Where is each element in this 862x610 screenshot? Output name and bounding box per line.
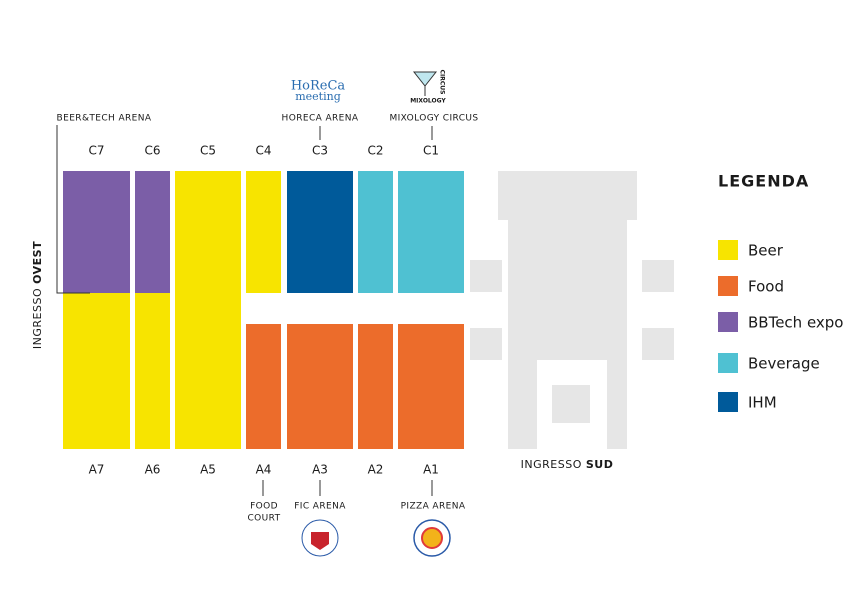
entrance-bold: SUD	[586, 458, 614, 471]
logo-text: meeting	[295, 90, 341, 103]
hall-label: A4	[256, 463, 272, 477]
west-entrance: INGRESSO OVEST	[31, 241, 44, 349]
hall-label: A7	[89, 463, 105, 477]
legend-label: BBTech expo	[748, 314, 844, 332]
arena-label: FIC ARENA	[294, 502, 346, 512]
hall	[63, 171, 130, 293]
arena-label: MIXOLOGY CIRCUS	[389, 114, 478, 124]
legend: Beer Food BBTech expo Beverage IHM	[718, 240, 844, 412]
hall-label: C6	[144, 144, 160, 158]
arena-label: PIZZA ARENA	[401, 502, 466, 512]
building-block	[552, 385, 590, 423]
hall	[358, 324, 393, 449]
hall-label: A3	[312, 463, 328, 477]
hall	[246, 171, 281, 293]
legend-swatch	[718, 276, 738, 296]
logo-text: HoReCa	[291, 79, 346, 94]
logo-center	[421, 527, 443, 549]
legend-swatch	[718, 392, 738, 412]
hall-label: C5	[200, 144, 216, 158]
legend-label: Beer	[748, 242, 784, 260]
legend-swatch	[718, 353, 738, 373]
hall-label: A1	[423, 463, 439, 477]
legend-title: LEGENDA	[718, 172, 809, 191]
hall	[398, 324, 464, 449]
building-block	[642, 260, 674, 292]
mixology-logo: MIXOLOGY CIRCUS	[410, 70, 446, 105]
hall	[63, 293, 130, 449]
logo-shield	[311, 532, 329, 550]
legend-label: Beverage	[748, 355, 820, 373]
hall-label: C3	[312, 144, 328, 158]
entrance-bold: OVEST	[31, 241, 44, 284]
halls: C7 C6 C5 C4 C3 C2 C1 A7 A6 A5 A4 A3 A2 A1	[63, 144, 464, 477]
horeca-logo: HoReCa meeting	[291, 79, 346, 104]
hall	[287, 324, 353, 449]
entrance-text: INGRESSO	[31, 284, 44, 349]
hall	[135, 293, 170, 449]
fic-logo	[301, 519, 339, 557]
legend-label: IHM	[748, 394, 777, 412]
hall	[287, 171, 353, 293]
hall-label: A6	[145, 463, 161, 477]
hall-label: A5	[200, 463, 216, 477]
arena-label: BEER&TECH ARENA	[57, 114, 152, 124]
logo-text: CIRCUS	[439, 70, 446, 95]
hall	[135, 171, 170, 293]
hall-label: C4	[255, 144, 271, 158]
building-block	[470, 328, 502, 360]
hall-label: C2	[367, 144, 383, 158]
connectors	[56, 125, 433, 496]
hall	[358, 171, 393, 293]
hall-label: A2	[368, 463, 384, 477]
hall	[175, 171, 241, 449]
logo-text: MIXOLOGY	[410, 98, 446, 105]
connector	[56, 125, 90, 294]
arena-label: HORECA ARENA	[282, 114, 359, 124]
building-body	[498, 171, 637, 449]
hall	[246, 324, 281, 449]
arena-label: FOOD	[250, 502, 278, 512]
legend-swatch	[718, 240, 738, 260]
hall-label: C7	[88, 144, 104, 158]
building-block	[642, 328, 674, 360]
legend-label: Food	[748, 278, 784, 296]
hall-label: C1	[423, 144, 439, 158]
hall	[398, 171, 464, 293]
entrance-text: INGRESSO	[521, 458, 586, 471]
building-block	[470, 260, 502, 292]
logo-glass	[412, 71, 438, 96]
arena-label: COURT	[247, 514, 280, 524]
south-building	[470, 171, 674, 449]
pizza-logo	[413, 519, 451, 557]
legend-swatch	[718, 312, 738, 332]
south-entrance: INGRESSO SUD	[521, 458, 614, 471]
